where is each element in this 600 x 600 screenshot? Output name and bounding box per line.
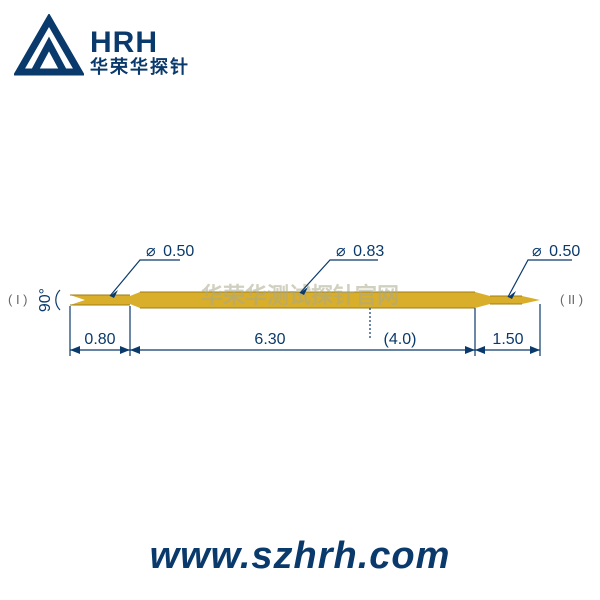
dim-seg-paren-value: (4.0) <box>384 331 417 348</box>
dim-seg-left-value: 0.80 <box>84 331 115 348</box>
technical-drawing: ( I ) ( II ) 华荣华测试探针官网 90° ⌀ 0.50 <box>0 0 600 600</box>
dim-seg-main-value: 6.30 <box>254 331 285 348</box>
dim-seg-left: 0.80 <box>70 331 130 354</box>
dia-symbol: ⌀ <box>146 243 156 260</box>
dia-symbol: ⌀ <box>532 243 542 260</box>
svg-text:⌀ 0.50: ⌀ 0.50 <box>532 243 580 260</box>
footer-url[interactable]: www.szhrh.com <box>0 535 600 578</box>
dia-symbol: ⌀ <box>336 243 346 260</box>
dim-seg-right-value: 1.50 <box>492 331 523 348</box>
svg-text:⌀ 0.83: ⌀ 0.83 <box>336 243 384 260</box>
callout-dia-left: ⌀ 0.50 <box>110 243 194 298</box>
angle-arc <box>56 290 60 310</box>
dim-seg-main: 6.30 (4.0) <box>130 331 475 354</box>
svg-text:⌀ 0.50: ⌀ 0.50 <box>146 243 194 260</box>
probe-right-tip <box>490 296 540 304</box>
angle-label: 90° <box>37 288 54 312</box>
mark-left: ( I ) <box>8 292 28 307</box>
dia-mid-value: 0.83 <box>353 243 384 260</box>
watermark-text: 华荣华测试探针官网 <box>201 283 399 308</box>
mark-right: ( II ) <box>560 292 583 307</box>
callout-dia-right: ⌀ 0.50 <box>508 243 580 299</box>
dia-left-value: 0.50 <box>163 243 194 260</box>
dim-seg-right: 1.50 <box>475 331 540 354</box>
dia-right-value: 0.50 <box>549 243 580 260</box>
page-root: HRH 华荣华探针 ( I ) ( II ) 华荣华测试探针官网 90° <box>0 0 600 600</box>
